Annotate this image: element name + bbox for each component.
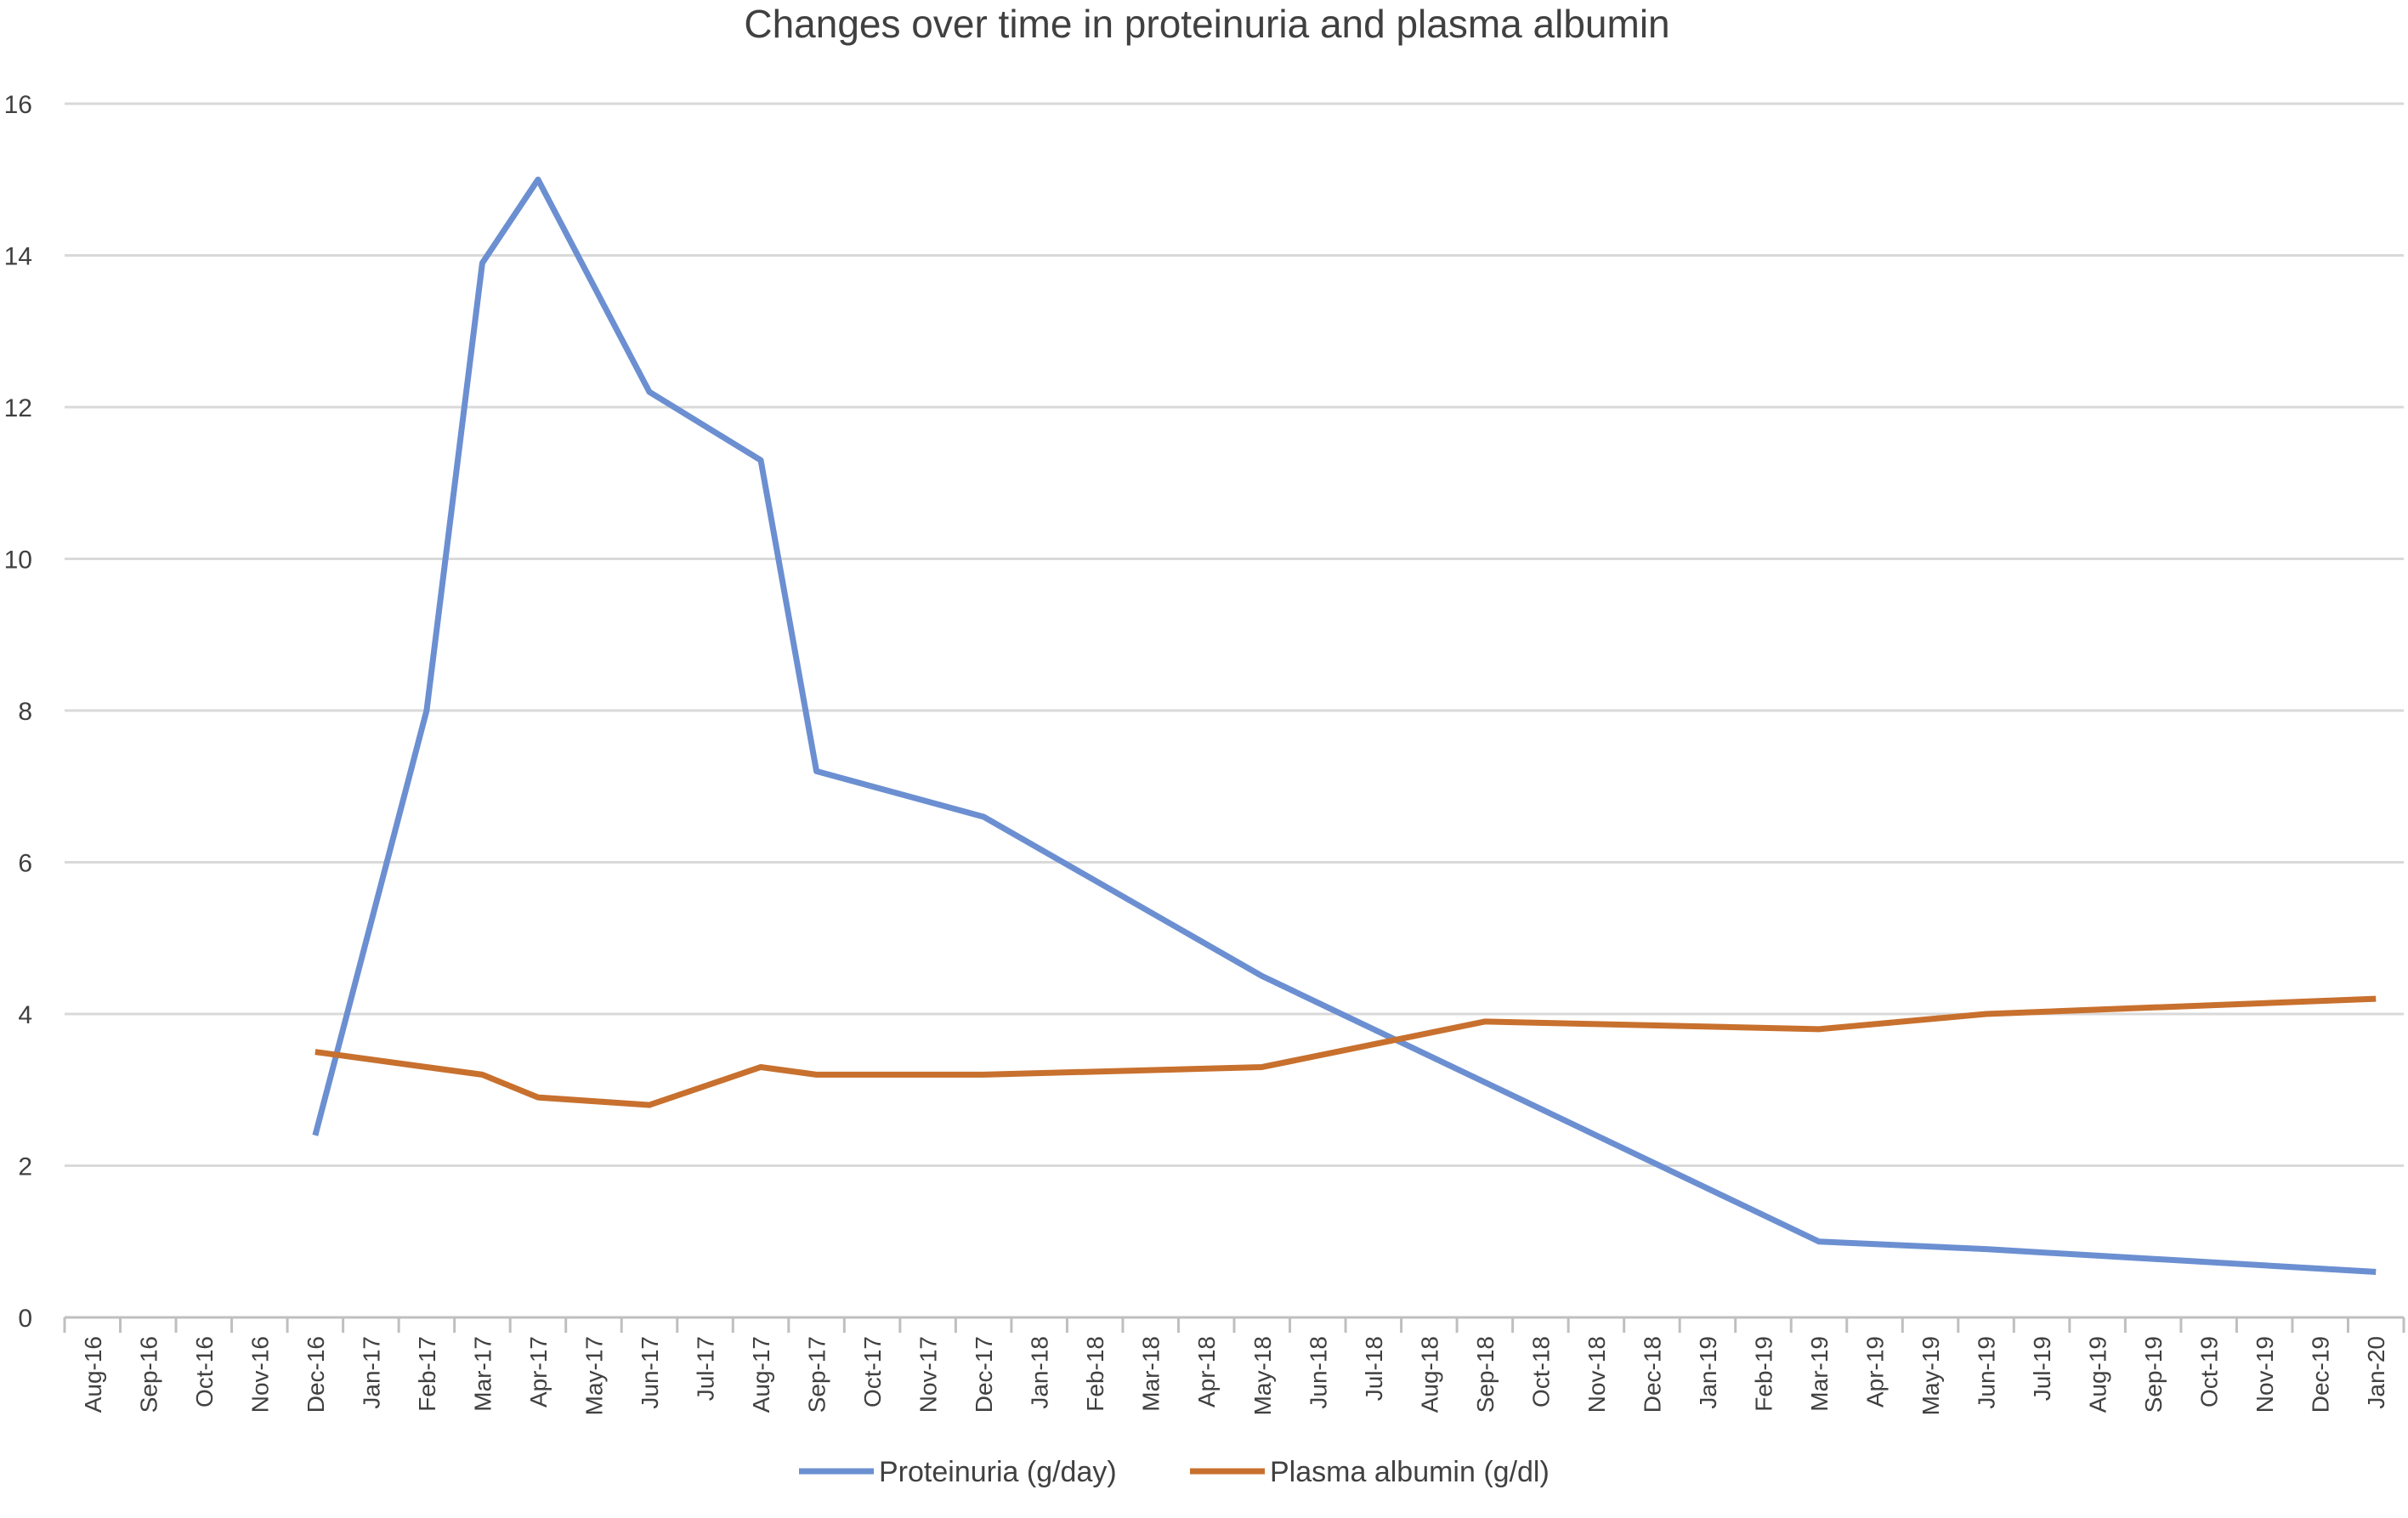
series-line-1 (314, 995, 2377, 1108)
x-tick-label: Sep-18 (1472, 1336, 1499, 1413)
x-tick-label: Dec-16 (303, 1336, 329, 1413)
y-tick-label: 12 (4, 394, 32, 422)
x-tick-label: Oct-17 (859, 1336, 886, 1408)
legend: Proteinuria (g/day) Plasma albumin (g/dl) (799, 1456, 1550, 1488)
x-tick-label: Mar-17 (469, 1336, 496, 1412)
x-tick-label: Sep-17 (804, 1336, 830, 1413)
x-tick-label: Dec-17 (971, 1336, 997, 1413)
y-tick-label: 4 (18, 1001, 32, 1029)
x-tick-label: Nov-17 (915, 1336, 942, 1413)
x-tick-label: Jul-18 (1361, 1336, 1387, 1401)
x-tick-label: Aug-16 (80, 1336, 106, 1413)
x-tick-label: Feb-18 (1082, 1336, 1108, 1412)
x-tick-label: Jul-17 (693, 1336, 719, 1401)
x-tick-label: Jan-17 (358, 1336, 384, 1409)
x-tick-label: Jan-20 (2363, 1336, 2389, 1409)
x-tick-label: Oct-18 (1527, 1336, 1554, 1408)
x-tick-label: May-17 (581, 1336, 607, 1415)
series-lines (312, 176, 2377, 1275)
y-tick-label: 0 (18, 1305, 32, 1333)
x-tick-label: Nov-18 (1584, 1336, 1610, 1413)
x-tick-label: May-18 (1249, 1336, 1276, 1415)
x-tick-label: Oct-19 (2196, 1336, 2223, 1408)
x-tick-label: Aug-19 (2085, 1336, 2111, 1413)
x-tick-label: Mar-19 (1806, 1336, 1833, 1412)
y-tick-label: 16 (4, 91, 32, 119)
y-axis-ticks: 0 2 4 6 8 10 12 14 16 (4, 91, 32, 1333)
x-tick-label: Aug-17 (748, 1336, 774, 1413)
x-tick-label: Aug-18 (1416, 1336, 1442, 1413)
x-tick-label: May-19 (1918, 1336, 1944, 1415)
y-tick-label: 2 (18, 1153, 32, 1181)
x-tick-label: Oct-16 (191, 1336, 218, 1408)
x-tick-label: Jun-18 (1305, 1336, 1331, 1409)
y-tick-label: 14 (4, 243, 32, 271)
legend-label-1: Plasma albumin (g/dl) (1270, 1456, 1550, 1488)
x-tick-label: Jun-17 (637, 1336, 663, 1409)
gridlines (65, 102, 2404, 1167)
x-tick-label: Apr-19 (1862, 1336, 1889, 1408)
x-axis: Aug-16 Sep-16 Oct-16 Nov-16 Dec-16 Jan-17 Feb-… (63, 1316, 2405, 1415)
x-tick-label: Nov-16 (246, 1336, 273, 1413)
x-tick-label: Jul-19 (2029, 1336, 2055, 1401)
chart-title: Changes over time in proteinuria and pla… (744, 2, 1669, 46)
legend-label-0: Proteinuria (g/day) (879, 1456, 1117, 1488)
x-tick-label: Apr-18 (1193, 1336, 1220, 1408)
x-tick-label: Feb-19 (1750, 1336, 1776, 1412)
x-tick-label: Sep-16 (135, 1336, 161, 1413)
x-tick-label: Apr-17 (525, 1336, 552, 1408)
x-tick-label: Dec-18 (1639, 1336, 1665, 1413)
x-tick-label: Feb-17 (414, 1336, 440, 1412)
x-tick-label: Mar-18 (1138, 1336, 1164, 1412)
x-tick-label: Nov-19 (2252, 1336, 2278, 1413)
x-tick-label: Sep-19 (2140, 1336, 2167, 1413)
y-tick-label: 8 (18, 698, 32, 726)
x-tick-label: Jan-18 (1027, 1336, 1053, 1409)
y-tick-label: 10 (4, 547, 32, 575)
x-tick-label: Jan-19 (1695, 1336, 1721, 1409)
x-tick-label: Dec-19 (2308, 1336, 2334, 1413)
x-tick-label: Jun-19 (1974, 1336, 2000, 1409)
series-line-0 (312, 176, 2377, 1275)
y-tick-label: 6 (18, 850, 32, 878)
